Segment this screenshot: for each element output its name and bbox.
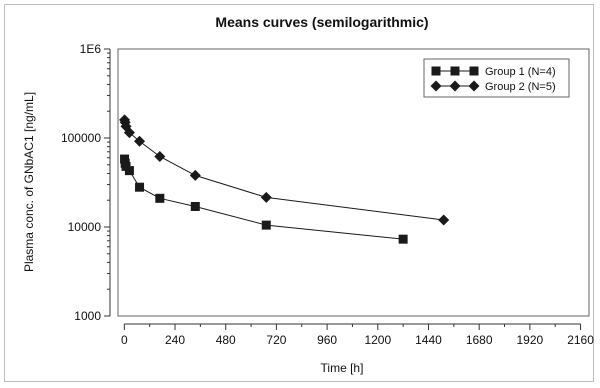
legend-marker-group-1 bbox=[431, 66, 441, 76]
x-tick-label: 1680 bbox=[466, 333, 493, 347]
legend: Group 1 (N=4) Group 2 (N=5) bbox=[423, 58, 570, 98]
data-point-group-2 bbox=[120, 120, 132, 132]
x-tick-label: 720 bbox=[266, 333, 286, 347]
legend-marker-group-2 bbox=[430, 80, 442, 92]
plot-area bbox=[117, 48, 590, 317]
data-point-group-2 bbox=[189, 169, 201, 181]
y-tick-label: 1000 bbox=[74, 309, 101, 323]
data-point-group-2 bbox=[154, 150, 166, 162]
data-point-group-2 bbox=[123, 127, 135, 139]
legend-label-group-1: Group 1 (N=4) bbox=[485, 66, 556, 78]
y-tick-label: 100000 bbox=[61, 131, 101, 145]
legend-marker-group-1 bbox=[469, 66, 479, 76]
x-axis-label: Time [h] bbox=[321, 361, 364, 375]
x-tick-label: 960 bbox=[317, 333, 337, 347]
x-tick-label: 1200 bbox=[364, 333, 391, 347]
data-point-group-2 bbox=[260, 191, 272, 203]
data-point-group-1 bbox=[155, 193, 165, 203]
data-point-group-1 bbox=[124, 166, 134, 176]
x-tick-label: 1920 bbox=[517, 333, 544, 347]
data-point-group-1 bbox=[135, 182, 145, 192]
x-tick-label: 240 bbox=[165, 333, 185, 347]
data-point-group-1 bbox=[261, 220, 271, 230]
legend-label-group-2: Group 2 (N=5) bbox=[485, 81, 556, 93]
y-tick-label: 1E6 bbox=[80, 42, 102, 56]
y-tick-label: 10000 bbox=[68, 220, 102, 234]
x-tick-label: 2160 bbox=[567, 333, 594, 347]
legend-box bbox=[423, 58, 570, 98]
legend-marker-group-1 bbox=[450, 66, 460, 76]
data-point-group-2 bbox=[134, 135, 146, 147]
legend-marker-group-2 bbox=[449, 80, 461, 92]
x-tick-label: 0 bbox=[121, 333, 128, 347]
chart-title: Means curves (semilogarithmic) bbox=[215, 14, 428, 30]
data-point-group-1 bbox=[398, 234, 408, 244]
legend-marker-group-2 bbox=[468, 80, 480, 92]
x-axis: 0 240 480 720 960 1200 1440 1680 1920 2160 bbox=[121, 323, 594, 347]
series-line-group-2 bbox=[124, 119, 444, 221]
data-point-group-1 bbox=[190, 201, 200, 211]
y-axis-label: Plasma conc. of GNbAC1 [ng/mL] bbox=[22, 92, 36, 272]
x-tick-label: 480 bbox=[216, 333, 236, 347]
series-layer bbox=[119, 114, 450, 244]
x-tick-label: 1440 bbox=[415, 333, 442, 347]
y-axis: 1000 10000 100000 1E6 bbox=[61, 42, 111, 323]
data-point-group-2 bbox=[438, 214, 450, 226]
